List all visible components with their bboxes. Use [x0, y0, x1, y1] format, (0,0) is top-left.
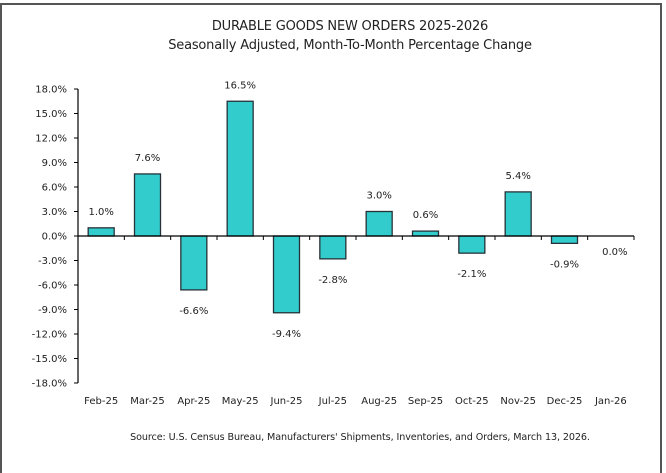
data-label: 5.4%	[505, 171, 530, 182]
x-tick-label: Mar-25	[130, 396, 165, 407]
data-label: 3.0%	[366, 191, 391, 202]
y-tick-label: 9.0%	[42, 158, 67, 169]
chart-subtitle: Seasonally Adjusted, Month-To-Month Perc…	[168, 38, 532, 53]
y-tick-label: 18.0%	[35, 85, 67, 96]
x-tick-label: Oct-25	[455, 396, 489, 407]
y-axis: 18.0% 15.0% 12.0% 9.0% 6.0% 3.0% 0.0% -3.0% -6.0…	[32, 85, 79, 390]
data-label: -2.8%	[318, 275, 347, 286]
data-label: 16.5%	[224, 80, 256, 91]
bar-mar-25	[133, 173, 162, 237]
y-tick-label: -12.0%	[32, 330, 67, 341]
data-label: -2.1%	[457, 269, 486, 280]
data-label: 1.0%	[88, 207, 113, 218]
y-tick-label: -9.0%	[38, 305, 67, 316]
bar-jun-25	[272, 235, 301, 314]
y-tick-label: 15.0%	[35, 109, 67, 120]
data-label: 0.0%	[602, 247, 627, 258]
y-tick-label: 12.0%	[35, 134, 67, 145]
x-tick-label: Jun-25	[270, 396, 303, 407]
bar-oct-25	[458, 235, 486, 254]
x-tick-label: Dec-25	[547, 396, 583, 407]
x-tick-label: May-25	[222, 396, 259, 407]
bar-nov-25	[504, 191, 532, 237]
x-tick-label: Nov-25	[500, 396, 536, 407]
x-axis: Feb-25 Mar-25 Apr-25 May-25 Jun-25 Jul-25 Aug-…	[78, 235, 635, 407]
y-tick-label: -3.0%	[38, 256, 67, 267]
y-tick-label: -18.0%	[32, 379, 67, 390]
x-tick-label: Feb-25	[84, 396, 118, 407]
data-label: -6.6%	[179, 306, 208, 317]
bars	[87, 100, 579, 314]
bar-feb-25	[87, 227, 115, 237]
data-label: 0.6%	[413, 210, 438, 221]
chart-title: DURABLE GOODS NEW ORDERS 2025-2026	[211, 19, 489, 34]
x-tick-label: Aug-25	[361, 396, 397, 407]
data-label: -9.4%	[272, 329, 301, 340]
y-tick-label: 3.0%	[42, 207, 67, 218]
bar-apr-25	[180, 235, 208, 291]
y-tick-label: 6.0%	[42, 183, 67, 194]
bar-jul-25	[319, 235, 347, 260]
y-tick-label: 0.0%	[42, 232, 67, 243]
bar-chart: 18.0% 15.0% 12.0% 9.0% 6.0% 3.0% 0.0% -3.0% -6.0…	[32, 80, 635, 407]
bar-may-25	[226, 100, 254, 237]
bar-dec-25	[550, 235, 579, 244]
source-note: Source: U.S. Census Bureau, Manufacturer…	[130, 432, 590, 443]
x-tick-label: Sep-25	[408, 396, 443, 407]
y-tick-label: -6.0%	[38, 281, 67, 292]
x-tick-label: Jul-25	[318, 396, 347, 407]
data-label: 7.6%	[135, 153, 160, 164]
x-tick-label: Apr-25	[177, 396, 210, 407]
x-tick-label: Jan-26	[594, 396, 627, 407]
data-label: -0.9%	[550, 259, 579, 270]
data-labels: 1.0% 7.6% -6.6% 16.5% -9.4% -2.8% 3.0% 0.6% -2.1…	[88, 80, 627, 340]
bar-aug-25	[365, 210, 393, 237]
bar-sep-25	[411, 230, 440, 237]
y-tick-label: -15.0%	[32, 354, 67, 365]
chart-frame	[0, 3, 662, 473]
